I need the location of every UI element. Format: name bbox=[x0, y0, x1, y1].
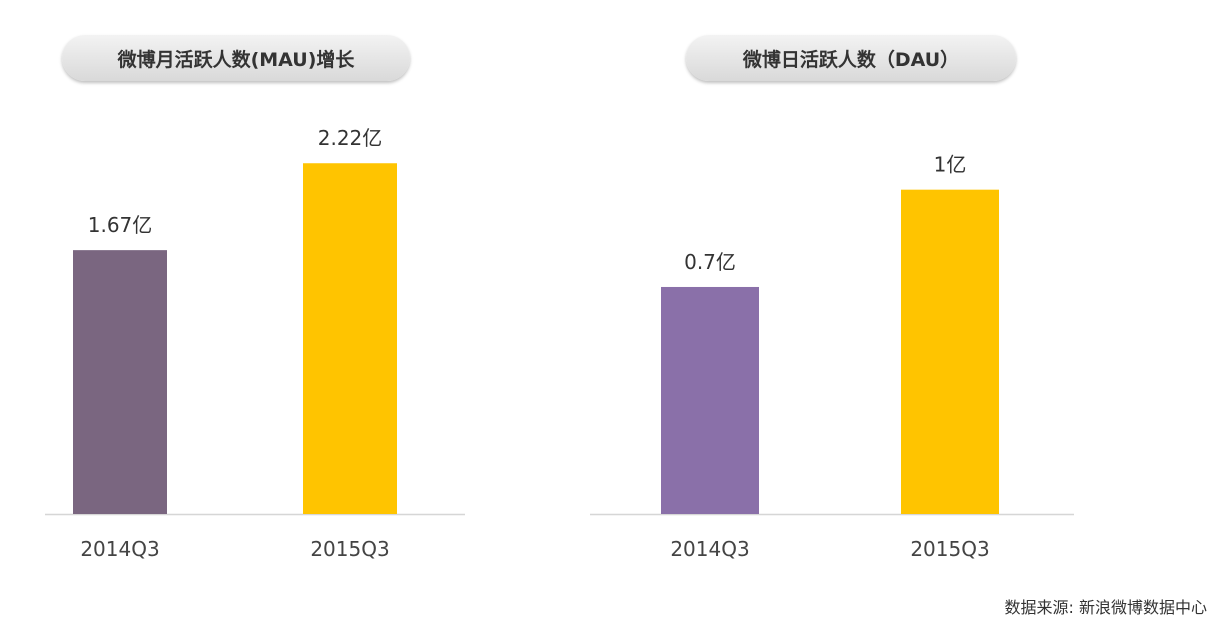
mau-bar-chart: 1.67亿 2014Q3 2.22亿 2015Q3 bbox=[45, 126, 465, 561]
dau-bar-chart: 0.7亿 2014Q3 1亿 2015Q3 bbox=[590, 153, 1074, 561]
category-tick-label: 2015Q3 bbox=[310, 537, 389, 561]
bar-value-label: 1.67亿 bbox=[88, 213, 153, 237]
data-source-note: 数据来源: 新浪微博数据中心 bbox=[1004, 598, 1207, 617]
category-tick-label: 2014Q3 bbox=[80, 537, 159, 561]
bar-2015Q3 bbox=[901, 189, 999, 515]
bar-value-label: 2.22亿 bbox=[318, 126, 383, 150]
dau-chart-title: 微博日活跃人数（DAU） bbox=[686, 35, 1016, 81]
bar-value-label: 0.7亿 bbox=[684, 250, 736, 274]
bar-2015Q3 bbox=[303, 163, 397, 515]
category-tick-label: 2015Q3 bbox=[910, 537, 989, 561]
bar-value-label: 1亿 bbox=[934, 153, 967, 177]
mau-chart-panel: 微博月活跃人数(MAU)增长 1.67亿 2014Q3 2.22亿 2015Q3 bbox=[0, 0, 600, 600]
dau-chart-panel: 微博日活跃人数（DAU） 0.7亿 2014Q3 1亿 2015Q3 bbox=[590, 0, 1190, 600]
bar-2014Q3 bbox=[73, 250, 167, 514]
mau-chart-title: 微博月活跃人数(MAU)增长 bbox=[62, 35, 410, 81]
category-tick-label: 2014Q3 bbox=[670, 537, 749, 561]
bar-2014Q3 bbox=[661, 286, 759, 514]
